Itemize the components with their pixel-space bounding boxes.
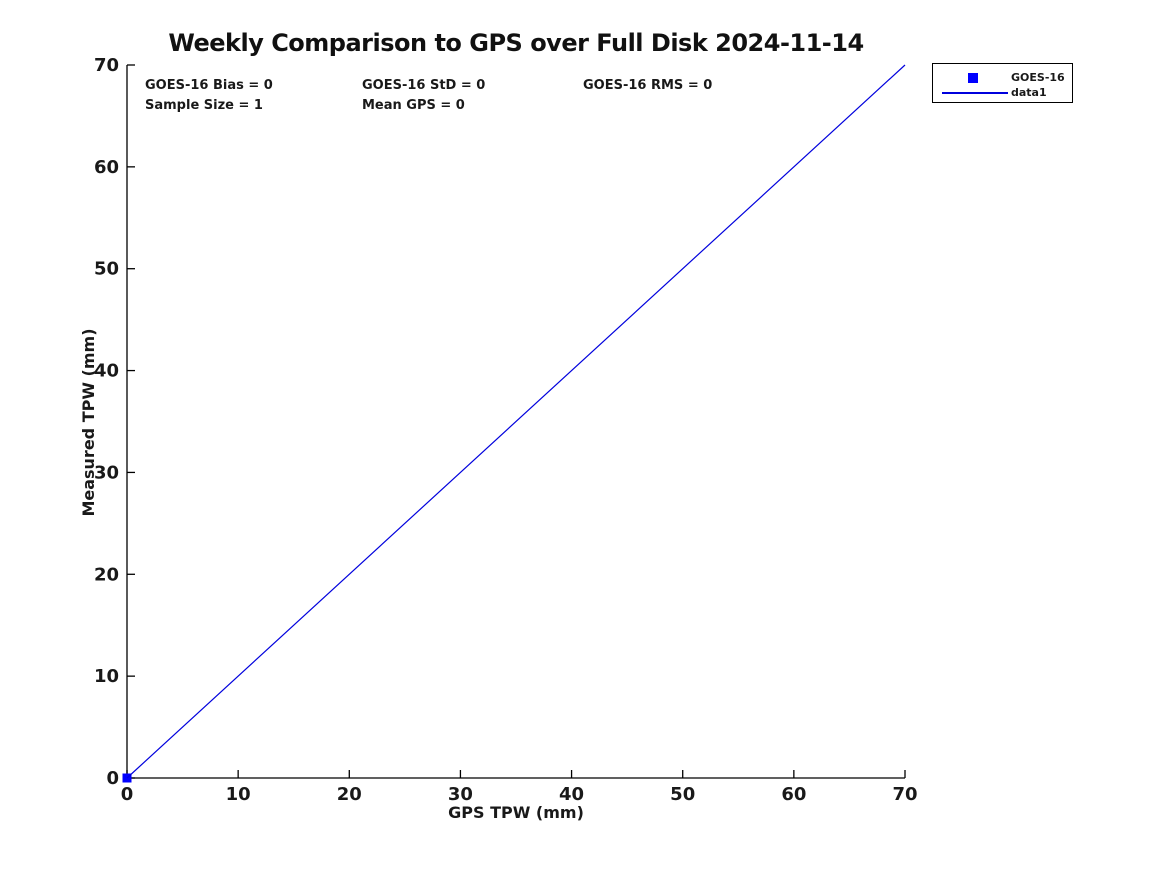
- legend-label-data1: data1: [1011, 86, 1047, 99]
- x-tick-label: 30: [448, 784, 473, 805]
- y-tick-label: 50: [94, 259, 119, 280]
- y-tick-label: 70: [94, 55, 119, 76]
- chart-title: Weekly Comparison to GPS over Full Disk …: [168, 29, 864, 57]
- y-tick-label: 40: [94, 361, 119, 382]
- annotation-mean-gps: Mean GPS = 0: [362, 98, 465, 113]
- y-tick-label: 20: [94, 564, 119, 585]
- x-tick-label: 0: [121, 784, 134, 805]
- y-axis-label: Measured TPW (mm): [79, 328, 98, 517]
- x-tick-label: 60: [781, 784, 806, 805]
- data-line-data1: [126, 64, 906, 779]
- x-tick-label: 70: [892, 784, 917, 805]
- annotation-std: GOES-16 StD = 0: [362, 78, 486, 93]
- x-tick-label: 10: [226, 784, 251, 805]
- y-tick-label: 60: [94, 157, 119, 178]
- legend: GOES-16 data1: [932, 63, 1073, 103]
- x-axis-label: GPS TPW (mm): [448, 803, 584, 822]
- y-tick-label: 30: [94, 462, 119, 483]
- annotation-rms: GOES-16 RMS = 0: [583, 78, 713, 93]
- legend-label-goes16: GOES-16: [1011, 71, 1065, 84]
- x-tick-label: 40: [559, 784, 584, 805]
- annotation-bias: GOES-16 Bias = 0: [145, 78, 273, 93]
- x-tick-label: 20: [337, 784, 362, 805]
- legend-square-marker-icon: [968, 73, 978, 83]
- annotation-sample-size: Sample Size = 1: [145, 98, 263, 113]
- y-tick-label: 0: [106, 768, 119, 789]
- legend-line-icon: [942, 92, 1008, 94]
- y-tick-label: 10: [94, 666, 119, 687]
- x-tick-label: 50: [670, 784, 695, 805]
